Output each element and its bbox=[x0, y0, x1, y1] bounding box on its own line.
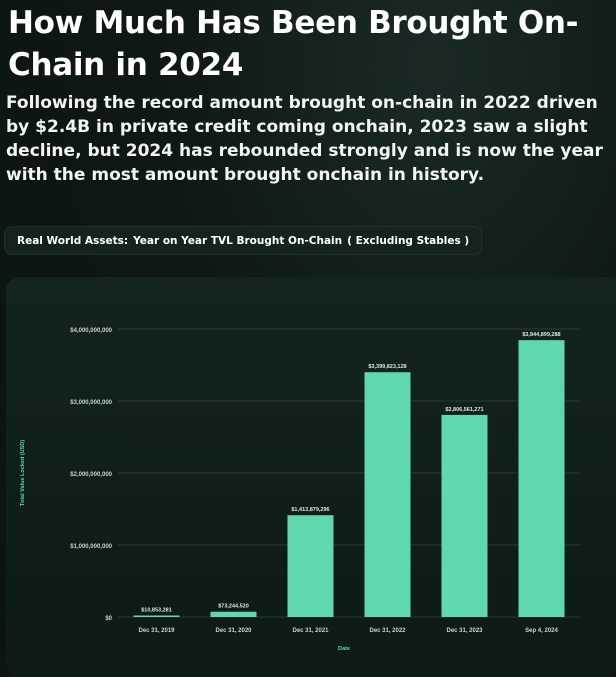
y-tick-label: $4,000,000,000 bbox=[70, 328, 112, 334]
data-label: $1,413,879,296 bbox=[291, 507, 329, 513]
data-label: $73,244,520 bbox=[218, 604, 249, 610]
chart-header-qualifier: ( Excluding Stables ) bbox=[347, 234, 470, 247]
tvl-bar-chart: $0 $1,000,000,000 $2,000,000,000 $3,000,000… bbox=[20, 328, 580, 652]
chart-header-pill: Real World Assets: Year on Year TVL Brou… bbox=[4, 226, 483, 255]
page-description: Following the record amount brought on-c… bbox=[6, 93, 603, 185]
x-tick-label: Dec 31, 2022 bbox=[369, 628, 406, 634]
y-tick-label: $2,000,000,000 bbox=[70, 472, 112, 478]
bar bbox=[518, 340, 565, 617]
bar bbox=[287, 515, 334, 617]
y-tick-label: $0 bbox=[105, 616, 112, 622]
y-tick-label: $1,000,000,000 bbox=[70, 544, 112, 550]
page-title: How Much Has Been Brought On-Chain in 20… bbox=[8, 5, 579, 83]
bar bbox=[441, 414, 488, 617]
data-label: $10,853,281 bbox=[141, 608, 172, 614]
chart-header-label: Real World Assets: bbox=[17, 234, 129, 247]
x-tick-label: Dec 31, 2019 bbox=[138, 628, 175, 634]
data-label: $3,399,823,128 bbox=[368, 364, 406, 370]
x-tick-label: Sep 4, 2024 bbox=[525, 628, 558, 634]
x-tick-label: Dec 31, 2021 bbox=[292, 628, 329, 634]
chart-header-title: Year on Year TVL Brought On-Chain bbox=[133, 234, 343, 247]
bar bbox=[210, 611, 257, 617]
y-axis-title: Total Value Locked (USD) bbox=[20, 440, 26, 506]
y-tick-label: $3,000,000,000 bbox=[70, 400, 112, 406]
x-tick-label: Dec 31, 2020 bbox=[215, 628, 252, 634]
bar bbox=[133, 615, 180, 617]
data-label: $2,806,561,271 bbox=[445, 407, 483, 413]
data-label: $3,844,899,288 bbox=[522, 332, 560, 338]
bar bbox=[364, 372, 411, 617]
x-axis-title: Date bbox=[338, 646, 350, 652]
x-tick-label: Dec 31, 2023 bbox=[446, 628, 483, 634]
